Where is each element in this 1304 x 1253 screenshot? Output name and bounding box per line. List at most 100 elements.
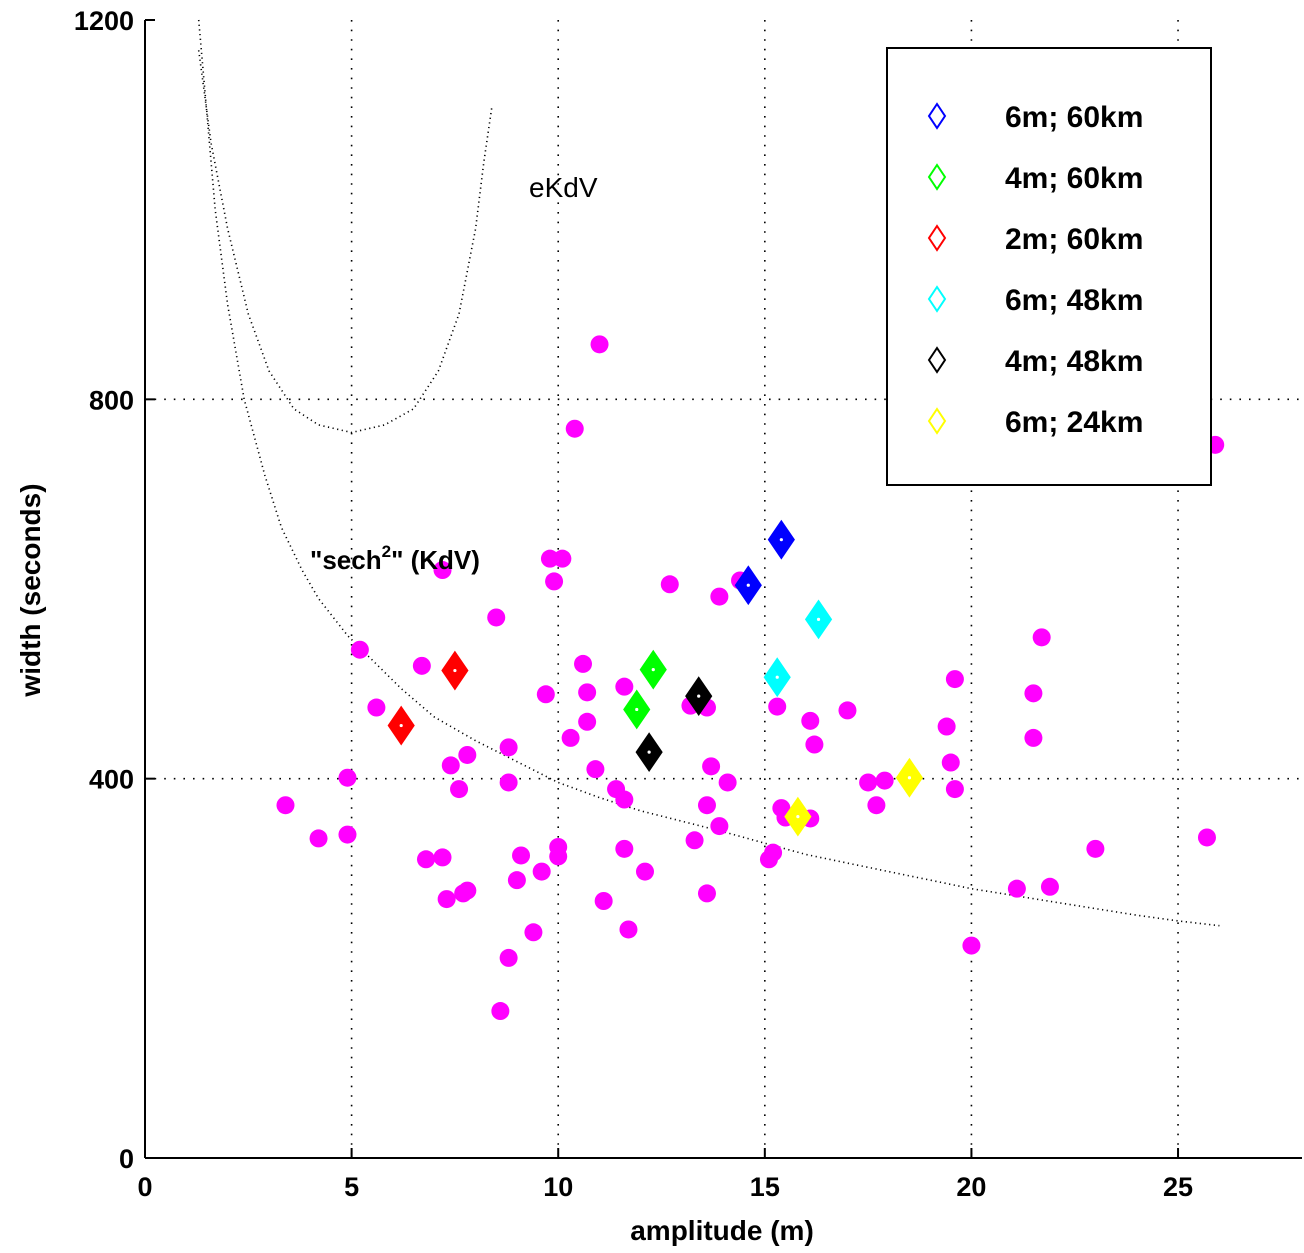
observation-point bbox=[945, 670, 964, 689]
observation-point bbox=[859, 773, 878, 792]
legend-label: 2m; 60km bbox=[1005, 223, 1143, 256]
observation-point bbox=[578, 683, 597, 702]
observation-point bbox=[524, 923, 543, 942]
observation-point bbox=[718, 773, 737, 792]
observation-point bbox=[586, 760, 605, 779]
observation-point bbox=[458, 745, 477, 764]
series-marker-center bbox=[647, 750, 651, 754]
ekdv-curve bbox=[197, 50, 493, 434]
observation-point bbox=[1197, 828, 1216, 847]
sech-annotation-prefix: "sech bbox=[310, 545, 382, 575]
series-marker-center bbox=[907, 776, 912, 780]
observation-point bbox=[1024, 684, 1043, 703]
x-tick-labels: 0 5 10 15 20 25 bbox=[137, 1172, 1193, 1202]
x-tick-label: 25 bbox=[1163, 1172, 1193, 1202]
observation-point bbox=[565, 419, 584, 438]
observation-point bbox=[1086, 839, 1105, 858]
observation-point bbox=[507, 871, 526, 890]
observation-point bbox=[536, 685, 555, 704]
series-marker-center bbox=[651, 668, 655, 672]
observation-point bbox=[367, 698, 386, 717]
series-marker-center bbox=[775, 675, 779, 679]
observation-point bbox=[635, 862, 654, 881]
legend: 6m; 60km 4m; 60km 2m; 60km 6m; 48km 4m; 48km… bbox=[886, 47, 1212, 486]
observation-point bbox=[1024, 728, 1043, 747]
observation-point bbox=[416, 850, 435, 869]
x-tick-label: 0 bbox=[137, 1172, 152, 1202]
observation-point bbox=[574, 654, 593, 673]
observation-point bbox=[350, 640, 369, 659]
observation-point bbox=[433, 848, 452, 867]
x-tick-label: 5 bbox=[344, 1172, 359, 1202]
observation-point bbox=[594, 892, 613, 911]
observation-point bbox=[499, 738, 518, 757]
legend-label: 4m; 48km bbox=[1005, 345, 1143, 378]
observation-point bbox=[867, 796, 886, 815]
legend-label: 6m; 24km bbox=[1005, 406, 1143, 439]
legend-marker bbox=[927, 224, 947, 252]
observation-point bbox=[561, 728, 580, 747]
series-marker-center bbox=[399, 723, 403, 728]
observation-point bbox=[615, 677, 634, 696]
series-marker-center bbox=[635, 707, 639, 712]
observation-point bbox=[441, 756, 460, 775]
observation-point bbox=[1040, 877, 1059, 896]
observation-point bbox=[487, 608, 506, 627]
legend-marker bbox=[927, 163, 947, 191]
observation-point bbox=[937, 717, 956, 736]
x-tick-label: 20 bbox=[956, 1172, 986, 1202]
observation-point bbox=[309, 829, 328, 848]
series-marker-center bbox=[816, 617, 821, 621]
observation-point bbox=[491, 1002, 510, 1021]
series-marker-center bbox=[697, 694, 701, 698]
observation-point bbox=[338, 768, 357, 787]
ekdv-annotation: eKdV bbox=[529, 172, 598, 203]
observation-point bbox=[945, 780, 964, 799]
observation-point bbox=[499, 948, 518, 967]
observation-point bbox=[805, 735, 824, 754]
observation-point bbox=[697, 884, 716, 903]
sech-annotation-superscript: 2 bbox=[382, 542, 391, 561]
axes-frame bbox=[144, 19, 1302, 1159]
observation-point bbox=[458, 881, 477, 900]
observation-point bbox=[540, 549, 559, 568]
observation-point bbox=[615, 839, 634, 858]
y-tick-label: 800 bbox=[89, 385, 134, 415]
observation-point bbox=[545, 572, 564, 591]
observation-point bbox=[615, 790, 634, 809]
y-tick-label: 0 bbox=[119, 1144, 134, 1174]
y-axis-title: width (seconds) bbox=[15, 483, 46, 697]
observation-point bbox=[710, 587, 729, 606]
observation-point bbox=[578, 712, 597, 731]
sech-annotation: "sech2" (KdV) bbox=[310, 542, 480, 575]
observation-point bbox=[433, 561, 452, 580]
observation-point bbox=[962, 936, 981, 955]
observation-point bbox=[549, 837, 568, 856]
series-marker-center bbox=[746, 583, 750, 587]
y-tick-label: 1200 bbox=[74, 6, 134, 36]
observation-point bbox=[875, 771, 894, 790]
observation-point bbox=[764, 843, 783, 862]
observation-point bbox=[512, 846, 531, 865]
observation-point bbox=[553, 549, 572, 568]
legend-label: 6m; 48km bbox=[1005, 284, 1143, 317]
y-tick-labels: 0 400 800 1200 bbox=[74, 6, 134, 1174]
legend-marker bbox=[927, 285, 947, 313]
model-curves bbox=[197, 19, 1220, 927]
x-tick-label: 10 bbox=[543, 1172, 573, 1202]
observation-point bbox=[590, 335, 609, 354]
simulation-series bbox=[387, 519, 924, 837]
observation-point bbox=[685, 831, 704, 850]
observation-point bbox=[1032, 628, 1051, 647]
observation-point bbox=[450, 780, 469, 799]
legend-marker bbox=[927, 102, 947, 130]
observation-point bbox=[660, 575, 679, 594]
observation-point bbox=[838, 701, 857, 720]
series-marker-center bbox=[453, 668, 457, 673]
sech-curve bbox=[197, 19, 1220, 927]
observation-point bbox=[702, 757, 721, 776]
observation-point bbox=[619, 920, 638, 939]
observation-point bbox=[412, 656, 431, 675]
observation-point bbox=[1007, 879, 1026, 898]
